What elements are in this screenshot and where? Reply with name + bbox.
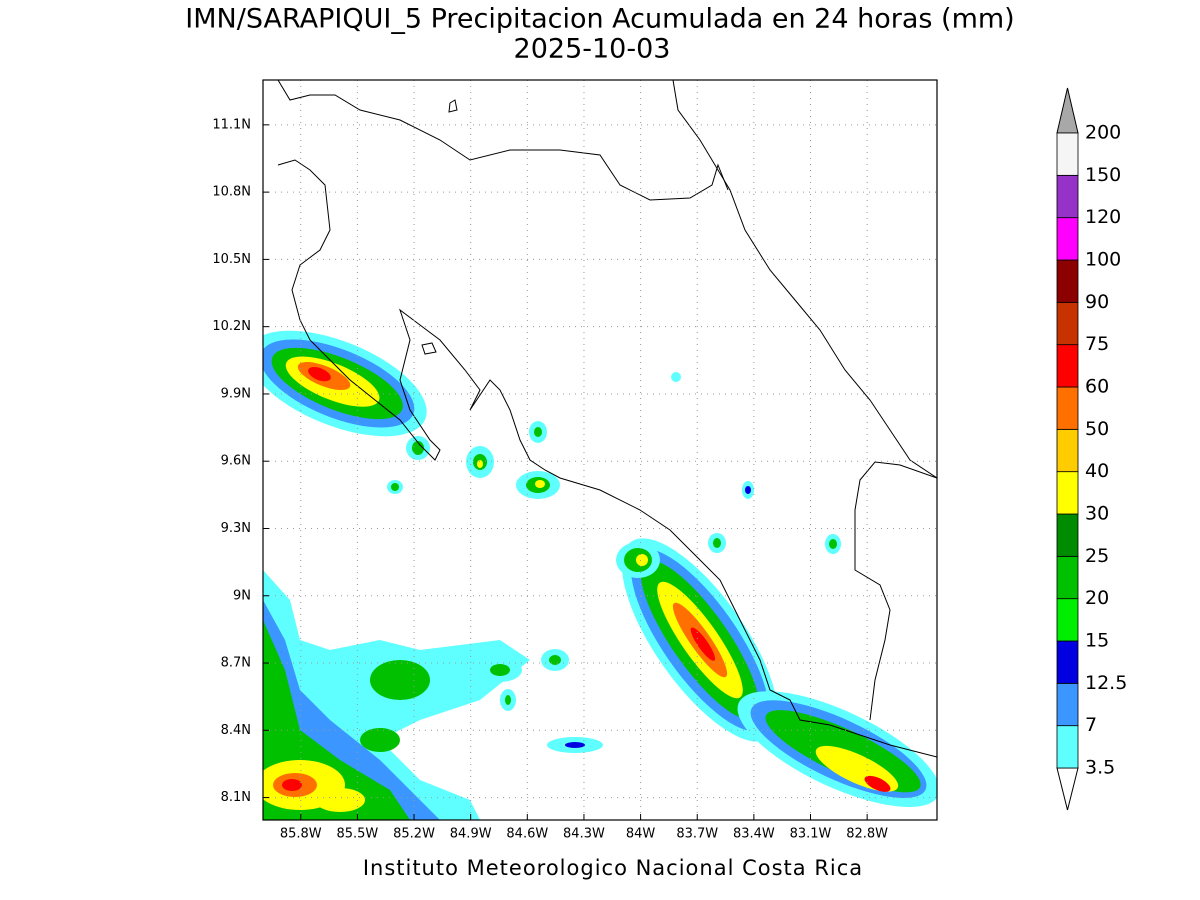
colorbar-box bbox=[1056, 386, 1079, 430]
x-tick-label: 84.9W bbox=[450, 827, 492, 842]
x-tick-label: 85.2W bbox=[393, 827, 435, 842]
y-tick-label: 8.4N bbox=[221, 723, 251, 738]
y-tick-label: 9N bbox=[233, 588, 251, 603]
subtitle: 2025-10-03 bbox=[514, 34, 671, 65]
y-tick-label: 10.8N bbox=[212, 185, 251, 200]
colorbar-box bbox=[1056, 174, 1079, 219]
colorbar-label: 20 bbox=[1085, 587, 1109, 609]
colorbar-box bbox=[1056, 555, 1079, 600]
x-tick-label: 83.4W bbox=[733, 827, 775, 842]
colorbar-box bbox=[1056, 259, 1079, 303]
colorbar-box bbox=[1056, 217, 1079, 261]
x-tick-label: 85.5W bbox=[336, 827, 378, 842]
y-tick-label: 8.1N bbox=[221, 790, 251, 805]
colorbar-label: 100 bbox=[1085, 249, 1121, 271]
colorbar-label: 30 bbox=[1085, 503, 1109, 525]
colorbar-under bbox=[1056, 767, 1079, 811]
colorbar-box bbox=[1056, 725, 1079, 769]
colorbar-box bbox=[1056, 132, 1079, 176]
y-tick-label: 11.1N bbox=[212, 117, 251, 132]
colorbar-label: 150 bbox=[1085, 164, 1121, 186]
coastline bbox=[277, 80, 937, 758]
y-tick-label: 9.6N bbox=[221, 454, 251, 469]
x-tick-label: 84W bbox=[626, 827, 656, 842]
colorbar: 3.5 7 12.5 15 20 25 30 40 50 60 75 90 100 120 150 200 bbox=[1056, 87, 1127, 811]
y-tick-label: 8.7N bbox=[221, 656, 251, 671]
precip-field bbox=[263, 330, 937, 820]
y-tick-label: 9.9N bbox=[221, 386, 251, 401]
y-tick-label: 10.2N bbox=[212, 319, 251, 334]
colorbar-label: 50 bbox=[1085, 418, 1109, 440]
colorbar-label: 7 bbox=[1085, 714, 1097, 736]
colorbar-label: 120 bbox=[1085, 206, 1121, 228]
x-tick-label: 83.7W bbox=[676, 827, 718, 842]
colorbar-label: 12.5 bbox=[1085, 672, 1127, 694]
colorbar-box bbox=[1056, 640, 1079, 684]
grid bbox=[263, 80, 937, 820]
title: IMN/SARAPIQUI_5 Precipitacion Acumulada … bbox=[185, 4, 1014, 35]
x-tick-label: 84.3W bbox=[563, 827, 605, 842]
map-frame bbox=[262, 79, 938, 821]
colorbar-box bbox=[1056, 428, 1079, 473]
y-tick-label: 9.3N bbox=[221, 521, 251, 536]
colorbar-label: 3.5 bbox=[1085, 757, 1115, 779]
colorbar-box bbox=[1056, 513, 1079, 557]
colorbar-box bbox=[1056, 344, 1079, 388]
colorbar-label: 60 bbox=[1085, 376, 1109, 398]
colorbar-label: 90 bbox=[1085, 291, 1109, 313]
x-tick-label: 84.6W bbox=[506, 827, 548, 842]
colorbar-label: 25 bbox=[1085, 545, 1109, 567]
y-tick-label: 10.5N bbox=[212, 252, 251, 267]
colorbar-box bbox=[1056, 682, 1079, 727]
x-tick-label: 82.8W bbox=[846, 827, 888, 842]
x-tick-label: 85.8W bbox=[280, 827, 322, 842]
colorbar-over bbox=[1056, 87, 1079, 134]
colorbar-label: 75 bbox=[1085, 333, 1109, 355]
colorbar-box bbox=[1056, 301, 1079, 346]
x-tick-label: 83.1W bbox=[790, 827, 832, 842]
colorbar-label: 200 bbox=[1085, 122, 1121, 144]
colorbar-box bbox=[1056, 471, 1079, 515]
footer: Instituto Meteorologico Nacional Costa R… bbox=[363, 856, 863, 880]
colorbar-box bbox=[1056, 598, 1079, 642]
colorbar-label: 40 bbox=[1085, 460, 1109, 482]
colorbar-label: 15 bbox=[1085, 630, 1109, 652]
